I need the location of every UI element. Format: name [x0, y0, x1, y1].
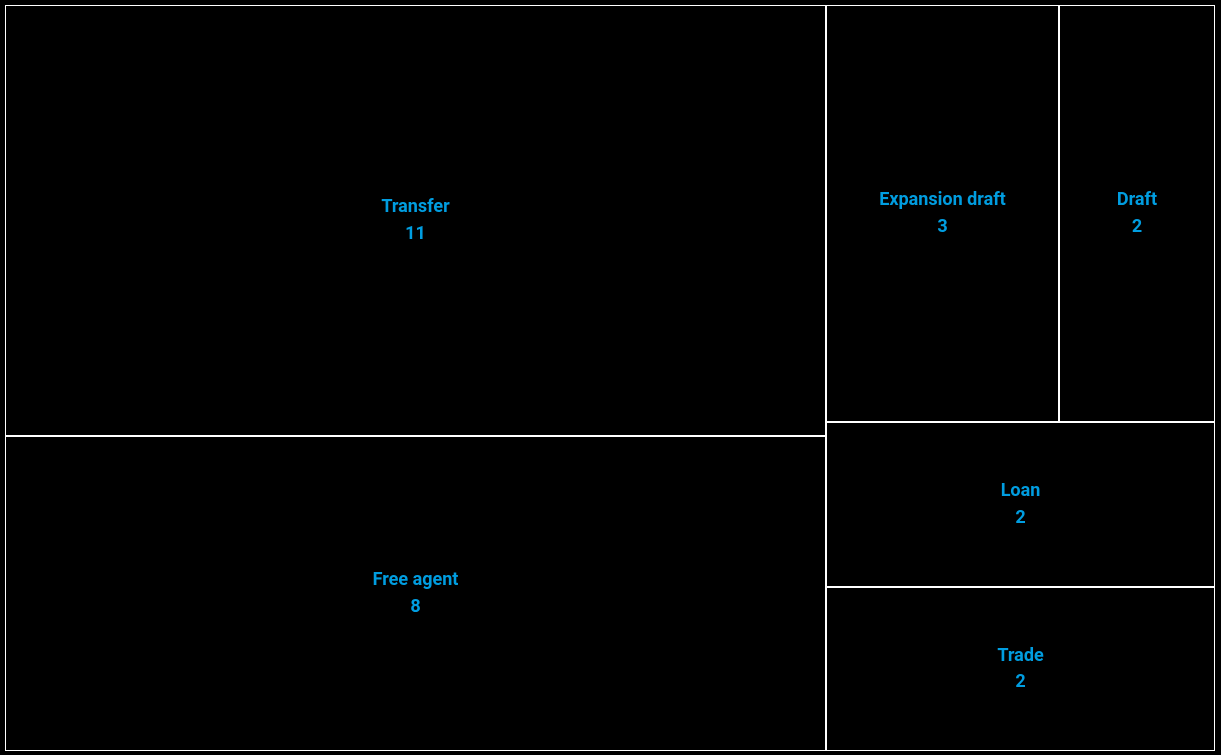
- treemap-cell-value: 2: [1132, 214, 1142, 240]
- treemap-cell-draft: Draft2: [1059, 5, 1215, 422]
- treemap-cell-free-agent: Free agent8: [5, 436, 826, 751]
- treemap-cell-label: Draft: [1117, 187, 1157, 213]
- treemap-cell-label: Expansion draft: [879, 187, 1005, 213]
- treemap-cell-trade: Trade2: [826, 587, 1215, 751]
- treemap-cell-expansion-draft: Expansion draft3: [826, 5, 1059, 422]
- treemap-cell-value: 8: [410, 594, 420, 620]
- treemap-cell-label: Free agent: [373, 567, 459, 593]
- treemap-cell-value: 3: [937, 214, 947, 240]
- treemap-cell-loan: Loan2: [826, 422, 1215, 587]
- treemap-cell-value: 11: [405, 221, 426, 247]
- treemap-cell-transfer: Transfer11: [5, 5, 826, 436]
- treemap-cell-label: Transfer: [381, 194, 449, 220]
- treemap-cell-value: 2: [1015, 669, 1025, 695]
- treemap-cell-value: 2: [1015, 505, 1025, 531]
- treemap-cell-label: Loan: [1001, 478, 1041, 504]
- treemap-cell-label: Trade: [997, 643, 1043, 669]
